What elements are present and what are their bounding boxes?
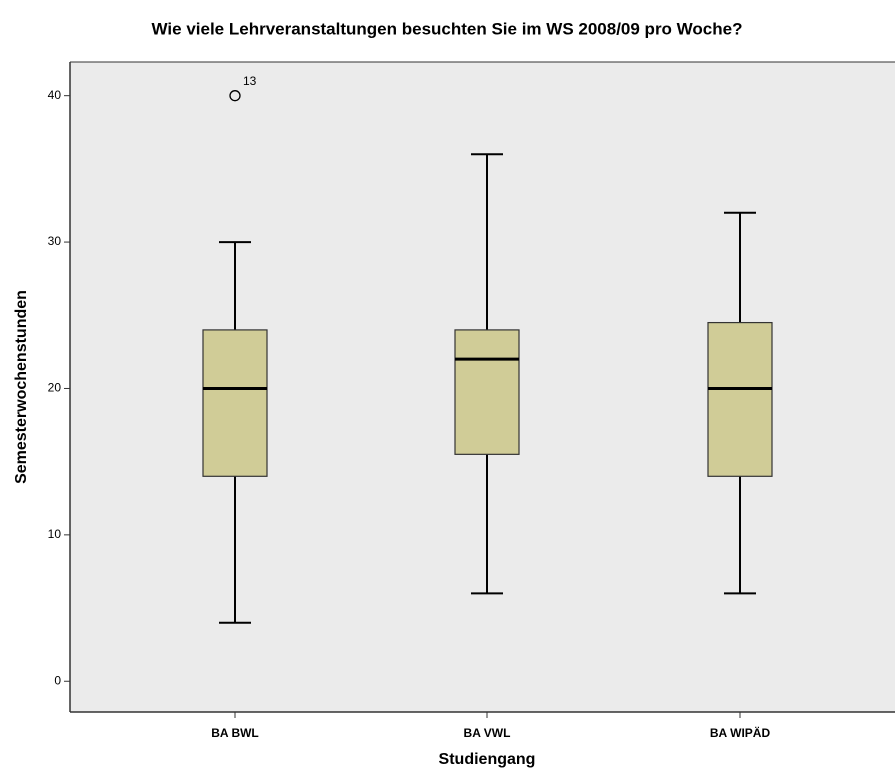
chart-title: Wie viele Lehrveranstaltungen besuchten … xyxy=(152,19,743,38)
box xyxy=(454,329,520,455)
y-tick-label: 0 xyxy=(54,673,61,687)
x-axis-title: Studiengang xyxy=(439,751,536,768)
y-tick-label: 40 xyxy=(48,88,62,102)
box xyxy=(707,321,773,477)
x-tick-label: BA VWL xyxy=(464,726,511,740)
y-axis-title: Semesterwochenstunden xyxy=(13,290,30,484)
outlier xyxy=(229,90,241,102)
x-tick-label: BA BWL xyxy=(211,726,259,740)
x-tick-label: BA WIPÄD xyxy=(710,725,771,740)
y-tick-label: 10 xyxy=(48,527,62,541)
y-tick-label: 20 xyxy=(48,381,62,395)
box xyxy=(202,329,268,477)
y-tick-label: 30 xyxy=(48,234,62,248)
outlier-label: 13 xyxy=(243,74,257,88)
